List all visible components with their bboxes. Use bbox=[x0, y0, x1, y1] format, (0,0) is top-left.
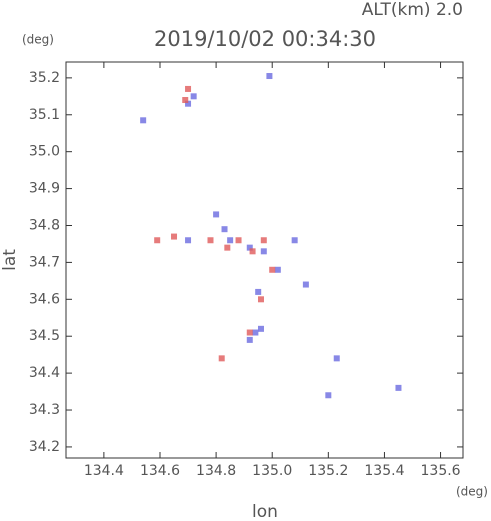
y-tick-label: 35.1 bbox=[29, 107, 60, 123]
point bbox=[246, 336, 253, 343]
point bbox=[218, 355, 225, 362]
x-tick-label: 134.6 bbox=[140, 463, 180, 479]
x-tick-label: 135.2 bbox=[308, 463, 348, 479]
x-tick-label: 134.8 bbox=[196, 463, 236, 479]
y-unit: (deg) bbox=[22, 33, 54, 47]
point bbox=[249, 248, 256, 255]
point bbox=[182, 97, 189, 104]
point bbox=[246, 329, 253, 336]
x-tick-label: 135.0 bbox=[252, 463, 292, 479]
y-tick-label: 34.7 bbox=[29, 254, 60, 270]
point bbox=[140, 117, 147, 124]
point bbox=[224, 244, 231, 251]
point bbox=[207, 237, 214, 244]
x-unit: (deg) bbox=[456, 485, 488, 499]
point bbox=[333, 355, 340, 362]
y-tick-label: 34.9 bbox=[29, 181, 60, 197]
point bbox=[185, 85, 192, 92]
chart-title: 2019/10/02 00:34:30 bbox=[154, 27, 376, 51]
point bbox=[260, 237, 267, 244]
point bbox=[266, 73, 273, 80]
point bbox=[302, 281, 309, 288]
point bbox=[269, 266, 276, 273]
y-tick-label: 34.3 bbox=[29, 402, 60, 418]
point bbox=[235, 237, 242, 244]
point bbox=[213, 211, 220, 218]
y-axis-label: lat bbox=[0, 249, 20, 271]
point bbox=[395, 384, 402, 391]
point bbox=[190, 93, 197, 100]
y-tick-label: 34.4 bbox=[29, 365, 60, 381]
point bbox=[185, 100, 192, 107]
y-tick-label: 35.2 bbox=[29, 70, 60, 86]
point bbox=[185, 237, 192, 244]
y-tick-label: 34.2 bbox=[29, 439, 60, 455]
x-tick-label: 135.4 bbox=[364, 463, 404, 479]
point bbox=[246, 244, 253, 251]
y-tick-label: 34.5 bbox=[29, 328, 60, 344]
point bbox=[255, 288, 262, 295]
point bbox=[274, 266, 281, 273]
point bbox=[325, 392, 332, 399]
point bbox=[257, 296, 264, 303]
plot-frame bbox=[65, 61, 464, 459]
point bbox=[171, 233, 178, 240]
x-tick-label: 134.4 bbox=[84, 463, 124, 479]
point bbox=[252, 329, 259, 336]
point bbox=[227, 237, 234, 244]
point bbox=[260, 248, 267, 255]
y-tick-label: 35.0 bbox=[29, 144, 60, 160]
point bbox=[154, 237, 161, 244]
x-tick-label: 135.6 bbox=[421, 463, 461, 479]
y-tick-label: 34.6 bbox=[29, 291, 60, 307]
y-tick-label: 34.8 bbox=[29, 217, 60, 233]
x-axis-label: lon bbox=[252, 502, 278, 521]
chart-subtitle: ALT(km) 2.0 bbox=[362, 0, 463, 20]
point bbox=[291, 237, 298, 244]
point bbox=[221, 226, 228, 233]
point bbox=[257, 325, 264, 332]
